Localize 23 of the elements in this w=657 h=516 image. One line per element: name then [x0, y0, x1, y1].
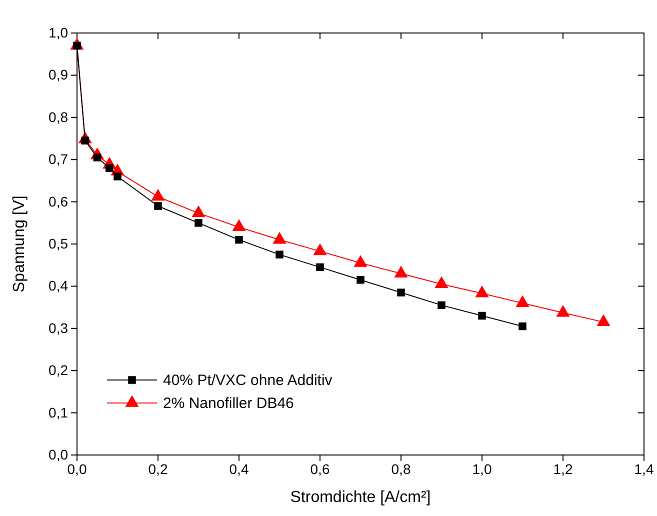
x-tick-label: 0,2: [148, 460, 168, 477]
x-tick-label: 1,0: [472, 460, 492, 477]
y-tick-label: 1,0: [48, 24, 68, 40]
x-tick-label: 0,8: [391, 460, 411, 477]
x-tick-label: 0,4: [229, 460, 249, 477]
y-tick-label: 0,0: [48, 446, 68, 462]
y-tick-label: 0,2: [48, 362, 68, 378]
x-axis-title: Stromdichte [A/cm²]: [290, 489, 431, 506]
y-tick-label: 0,6: [48, 193, 68, 210]
y-tick-label: 0,8: [48, 108, 68, 125]
x-tick-label: 1,2: [553, 460, 573, 477]
x-tick-label: 0,0: [67, 460, 87, 477]
y-axis-title: Spannung [V]: [11, 196, 28, 292]
legend-label: 40% Pt/VXC ohne Additiv: [163, 372, 333, 389]
y-tick-label: 0,9: [48, 66, 68, 83]
y-tick-label: 0,7: [48, 151, 68, 168]
y-tick-label: 0,3: [48, 320, 68, 336]
y-tick-label: 0,1: [48, 404, 68, 420]
y-tick-label: 0,4: [48, 278, 68, 294]
legend-label: 2% Nanofiller DB46: [163, 395, 294, 412]
y-tick-label: 0,5: [48, 235, 68, 252]
x-tick-label: 0,6: [310, 460, 330, 477]
x-tick-label: 1,4: [634, 460, 654, 477]
